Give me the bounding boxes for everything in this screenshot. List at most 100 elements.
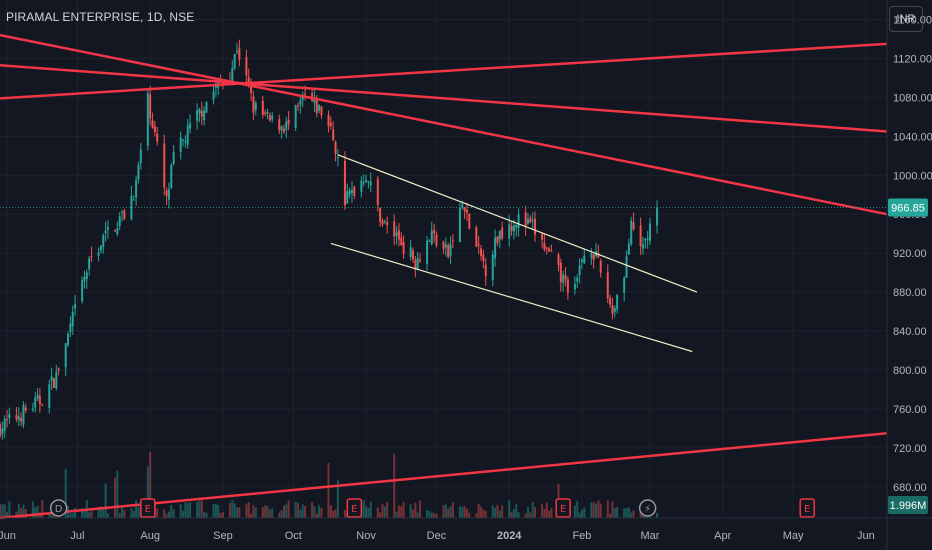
volume-bar (104, 483, 107, 518)
candle-body (426, 240, 429, 264)
candle-body (318, 104, 321, 111)
volume-bar (541, 503, 544, 518)
candle-body (170, 164, 173, 188)
volume-bar (156, 508, 159, 518)
volume-bar (205, 512, 208, 518)
candle-body (515, 224, 518, 228)
candle-body (411, 250, 414, 260)
volume-bar (336, 480, 339, 518)
candle-body (297, 105, 300, 107)
candle-body (365, 179, 368, 183)
candle-body (376, 178, 379, 205)
volume-bar (597, 500, 600, 518)
candle-body (167, 189, 170, 200)
time-tick-label: Mar (641, 530, 660, 542)
price-tick-label: 920.00 (893, 248, 927, 260)
candle-body (320, 106, 323, 116)
volume-bar (1, 504, 4, 518)
volume-bar (329, 505, 332, 518)
time-tick-label: Jun (0, 530, 16, 542)
volume-bar (365, 506, 368, 518)
time-tick-label: Jun (857, 530, 875, 542)
volume-bar (221, 512, 224, 518)
volume-bar (146, 466, 149, 518)
candle-body (217, 78, 220, 88)
candle-body (97, 252, 100, 256)
candle-body (409, 247, 412, 257)
volume-bar (463, 506, 466, 518)
volume-bar (313, 506, 316, 518)
candles (0, 39, 659, 440)
volume-bar (170, 505, 173, 518)
time-tick-label: Oct (285, 530, 302, 542)
volume-bar (189, 502, 192, 518)
candle-body (580, 259, 583, 262)
time-tick-label: 2024 (497, 530, 522, 542)
candle-body (236, 51, 239, 53)
candle-body (632, 222, 635, 230)
volume-bar (400, 506, 403, 518)
price-badges: 966.85 1.996M (0, 198, 928, 514)
time-tick-label: Nov (356, 530, 376, 542)
volume-bar (501, 505, 504, 518)
candle-body (268, 114, 271, 121)
volume-bar (231, 500, 234, 518)
volume-bar (219, 513, 222, 518)
candle-body (468, 213, 471, 229)
time-axis[interactable]: Jun Jul Aug Sep Oct Nov Dec 2024 Feb Mar Apr May Jun (0, 517, 932, 542)
candle-body (592, 254, 595, 260)
currency-button[interactable]: INR (889, 6, 923, 32)
volume-bar (163, 509, 166, 518)
time-tick-label: Sep (213, 530, 233, 542)
price-tick-label: 1080.00 (893, 92, 932, 104)
volume-bar (214, 504, 217, 518)
last-volume-value: 1.996M (890, 500, 927, 512)
candle-body (299, 100, 302, 105)
candle-body (186, 125, 189, 145)
candle-body (573, 284, 576, 290)
candle-body (348, 190, 351, 195)
candle-body (17, 416, 20, 421)
candle-body (369, 181, 372, 186)
candle-body (583, 255, 586, 264)
volume-bar (327, 462, 330, 518)
volume-bar (3, 504, 6, 518)
volume-bar (529, 512, 532, 518)
candle-body (444, 244, 447, 248)
candle-body (613, 308, 616, 312)
candle-body (231, 67, 234, 82)
volume-bar (362, 500, 365, 518)
candle-body (233, 53, 236, 69)
candle-body (261, 100, 264, 115)
candle-body (15, 415, 18, 419)
volume-bar (402, 501, 405, 518)
volume-bar (632, 510, 635, 518)
candle-body (526, 219, 529, 224)
volume-bar (444, 504, 447, 518)
volume-bar (135, 500, 138, 518)
volume-bar (475, 513, 478, 518)
earnings-marker-label: E (560, 504, 566, 515)
candle-body (315, 99, 318, 114)
candle-body (149, 94, 152, 119)
candle-body (250, 86, 253, 93)
price-axis[interactable]: 1160.001120.001080.001040.001000.00960.0… (886, 0, 932, 550)
price-tick-label: 1120.00 (893, 53, 932, 65)
candle-body (50, 376, 53, 382)
volume-bar (106, 513, 109, 518)
channel-line (330, 242, 693, 353)
candle-body (20, 418, 23, 422)
candle-body (400, 237, 403, 246)
volume-bar (186, 502, 189, 518)
candle-body (475, 227, 478, 247)
price-tick-label: 840.00 (893, 326, 927, 338)
candle-body (22, 404, 25, 425)
price-tick-label: 760.00 (893, 404, 927, 416)
candle-body (304, 93, 307, 95)
candle-body (641, 244, 644, 249)
candle-body (367, 181, 370, 183)
candle-body (163, 143, 166, 188)
candle-body (71, 312, 74, 327)
volume-bar (526, 506, 529, 518)
